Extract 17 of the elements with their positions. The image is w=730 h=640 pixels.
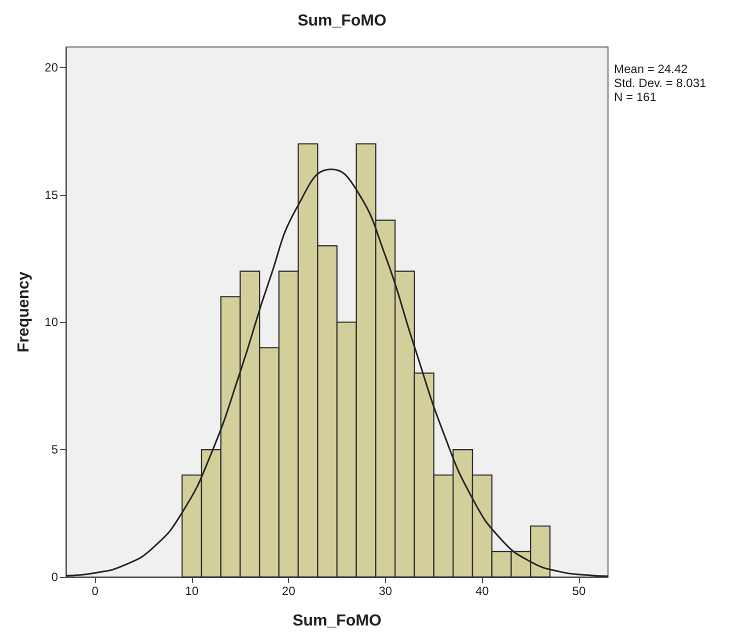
text: Std. Dev. = 8.031 <box>614 76 706 90</box>
y-tick-label: 20 <box>44 60 58 74</box>
chart-title: Sum_FoMO <box>298 12 386 30</box>
x-tick-label: 50 <box>572 584 586 598</box>
x-tick-label: 40 <box>476 584 490 598</box>
x-tick-label: 0 <box>92 584 99 598</box>
x-axis-title: Sum_FoMO <box>292 612 382 630</box>
text: N = 161 <box>614 90 657 104</box>
y-tick-label: 15 <box>44 188 58 202</box>
y-tick-label: 0 <box>51 570 58 584</box>
x-tick-label: 20 <box>282 584 296 598</box>
y-tick-label: 10 <box>44 315 58 330</box>
text: Mean = 24.42 <box>614 62 688 76</box>
x-tick-label: 10 <box>185 584 199 598</box>
y-axis-title: Frequency <box>16 271 32 352</box>
y-tick-label: 5 <box>51 442 58 457</box>
x-tick-label: 30 <box>378 584 392 598</box>
